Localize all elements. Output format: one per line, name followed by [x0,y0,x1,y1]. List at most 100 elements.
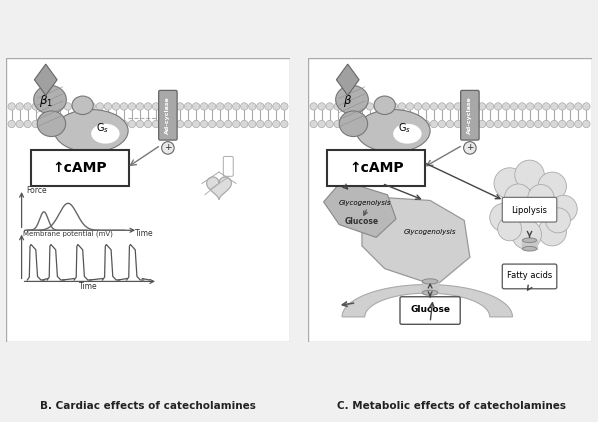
Circle shape [193,120,200,128]
Circle shape [310,120,318,128]
Circle shape [64,120,72,128]
Ellipse shape [72,96,93,114]
Ellipse shape [33,85,66,114]
Circle shape [209,120,216,128]
Circle shape [24,103,31,110]
Circle shape [280,120,288,128]
Circle shape [48,103,56,110]
Circle shape [160,103,167,110]
Circle shape [56,103,63,110]
Circle shape [233,120,240,128]
Text: Force: Force [26,187,47,195]
Circle shape [129,103,136,110]
Circle shape [16,103,23,110]
FancyBboxPatch shape [223,157,233,176]
Circle shape [136,120,144,128]
Circle shape [512,220,541,249]
Circle shape [511,103,518,110]
Circle shape [240,103,248,110]
Circle shape [431,103,438,110]
Circle shape [273,103,280,110]
Ellipse shape [422,290,438,295]
Circle shape [486,120,494,128]
Circle shape [471,103,478,110]
Circle shape [478,103,486,110]
Circle shape [406,103,414,110]
Circle shape [535,103,542,110]
Circle shape [200,103,208,110]
Circle shape [120,103,127,110]
Circle shape [144,103,152,110]
Ellipse shape [37,111,66,137]
Circle shape [200,120,208,128]
Circle shape [169,120,176,128]
Ellipse shape [335,85,368,114]
Circle shape [350,120,358,128]
Circle shape [8,103,16,110]
Circle shape [184,103,192,110]
Circle shape [575,120,582,128]
Circle shape [40,120,47,128]
Circle shape [538,217,566,246]
Circle shape [390,103,398,110]
Circle shape [471,120,478,128]
Text: $\beta$: $\beta$ [343,93,352,109]
Circle shape [96,120,103,128]
Circle shape [80,103,87,110]
Circle shape [382,103,389,110]
Circle shape [538,172,566,200]
Circle shape [342,120,349,128]
Ellipse shape [393,124,422,143]
Circle shape [446,103,454,110]
Circle shape [374,120,382,128]
Circle shape [56,120,63,128]
Text: Time: Time [135,229,154,238]
Text: ↑cAMP: ↑cAMP [349,161,404,175]
Polygon shape [34,64,57,95]
Circle shape [88,103,96,110]
Circle shape [567,103,574,110]
Circle shape [136,103,144,110]
Polygon shape [324,181,396,238]
Circle shape [24,120,31,128]
Circle shape [152,120,160,128]
Circle shape [80,120,87,128]
Text: $\beta_1$: $\beta_1$ [39,93,53,109]
Circle shape [515,160,544,189]
Text: Ad-cyclase: Ad-cyclase [166,96,170,134]
Ellipse shape [523,238,536,243]
Circle shape [249,120,256,128]
Circle shape [112,120,120,128]
Circle shape [280,103,288,110]
Circle shape [176,120,184,128]
Circle shape [233,103,240,110]
Circle shape [505,184,532,211]
Circle shape [265,103,272,110]
Circle shape [104,103,112,110]
Text: Lipolysis: Lipolysis [511,206,548,215]
Ellipse shape [356,110,430,152]
Circle shape [559,103,566,110]
Circle shape [454,103,462,110]
Circle shape [240,120,248,128]
Circle shape [535,120,542,128]
Circle shape [542,120,550,128]
Circle shape [582,120,590,128]
Polygon shape [342,284,512,317]
Circle shape [366,103,374,110]
Circle shape [382,120,389,128]
Text: +: + [466,143,474,152]
Bar [12,78,159,149]
Circle shape [550,195,577,223]
Text: G$_s$: G$_s$ [398,121,411,135]
Circle shape [502,120,510,128]
Text: G$_s$: G$_s$ [96,121,109,135]
Text: C. Metabolic effects of catecholamines: C. Metabolic effects of catecholamines [337,401,566,411]
Text: ↑cAMP: ↑cAMP [53,161,107,175]
Circle shape [216,120,224,128]
Circle shape [559,120,566,128]
Circle shape [518,120,526,128]
Circle shape [454,120,462,128]
FancyBboxPatch shape [502,264,557,289]
Circle shape [257,120,264,128]
